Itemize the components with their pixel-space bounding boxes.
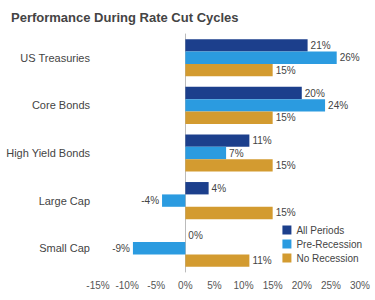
svg-text:10%: 10% [234,280,254,291]
svg-text:25%: 25% [321,280,341,291]
svg-text:All Periods: All Periods [296,225,344,236]
svg-text:20%: 20% [292,280,312,291]
svg-text:7%: 7% [229,148,244,159]
svg-text:24%: 24% [328,100,348,111]
svg-text:11%: 11% [252,255,271,266]
svg-text:-9%: -9% [112,243,130,254]
svg-text:Large Cap: Large Cap [39,195,90,207]
svg-text:5%: 5% [207,280,222,291]
svg-text:0%: 0% [188,230,203,241]
svg-text:Pre-Recession: Pre-Recession [296,239,362,250]
svg-text:Small Cap: Small Cap [39,242,90,254]
svg-text:30%: 30% [350,280,370,291]
svg-text:-4%: -4% [141,195,159,206]
svg-text:4%: 4% [212,183,227,194]
svg-text:21%: 21% [311,40,331,51]
svg-text:15%: 15% [276,160,296,171]
svg-text:15%: 15% [276,207,296,218]
svg-text:11%: 11% [252,135,271,146]
svg-text:15%: 15% [263,280,283,291]
svg-text:26%: 26% [340,52,360,63]
svg-text:15%: 15% [276,112,296,123]
svg-text:-5%: -5% [147,280,165,291]
svg-text:No Recession: No Recession [296,253,358,264]
svg-text:Performance During Rate Cut Cy: Performance During Rate Cut Cycles [11,10,239,25]
svg-text:15%: 15% [276,65,296,76]
svg-text:US Treasuries: US Treasuries [20,52,90,64]
svg-text:20%: 20% [305,88,325,99]
svg-text:-10%: -10% [115,280,138,291]
svg-text:Core Bonds: Core Bonds [32,99,91,111]
svg-text:-15%: -15% [86,280,109,291]
svg-text:High Yield Bonds: High Yield Bonds [6,147,90,159]
svg-text:0%: 0% [178,280,193,291]
